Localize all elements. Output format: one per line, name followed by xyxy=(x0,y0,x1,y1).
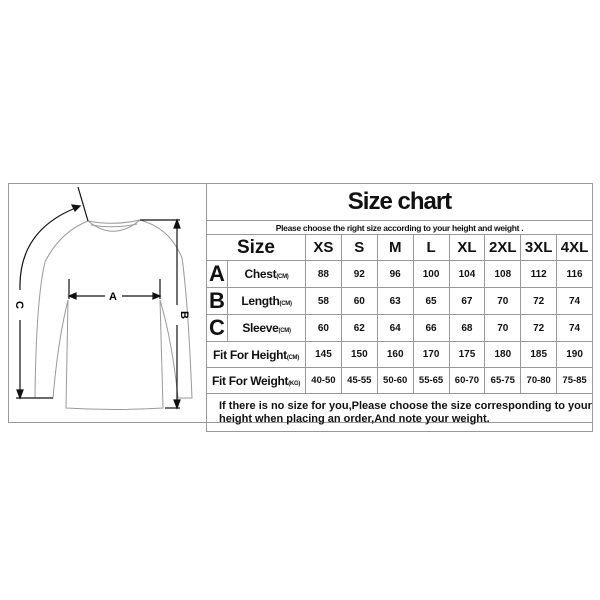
table-cell: 72 xyxy=(520,314,558,342)
row-letter: A xyxy=(206,260,228,288)
table-cell: 72 xyxy=(520,287,558,315)
row-unit: (CM) xyxy=(276,274,289,280)
table-row: C Sleeve(CM) 60 62 64 66 68 70 72 74 xyxy=(206,314,593,342)
table-cell: 40-50 xyxy=(305,367,342,394)
table-cell: 60-70 xyxy=(448,367,486,394)
table-cell: 175 xyxy=(448,341,486,368)
table-row: Fit For Height(CM) 145 150 160 170 175 180 185 1… xyxy=(206,341,593,368)
table-cell: 185 xyxy=(520,341,558,368)
table-cell: 64 xyxy=(376,314,414,342)
shirt-outline xyxy=(34,219,193,410)
row-label-cell: Fit For Height(CM) xyxy=(206,341,306,368)
table-cell: 88 xyxy=(305,260,342,288)
size-table: Size chart Please choose the right size … xyxy=(206,183,593,432)
table-cell: 63 xyxy=(376,287,414,315)
row-label-cell: Length(CM) xyxy=(227,287,306,315)
size-header: XL xyxy=(448,234,486,261)
row-letter: B xyxy=(206,287,228,315)
dimension-label-b: B xyxy=(178,311,190,319)
table-cell: 100 xyxy=(412,260,450,288)
size-header: S xyxy=(340,234,378,261)
chart-subtitle: Please choose the right size according t… xyxy=(206,220,593,235)
table-cell: 74 xyxy=(556,314,593,342)
dimension-label-a: A xyxy=(109,291,117,303)
dimension-label-c: C xyxy=(13,301,25,309)
row-label: Fit For Weight xyxy=(211,373,289,388)
shirt-diagram: A B C xyxy=(13,186,193,410)
table-cell: 104 xyxy=(448,260,486,288)
size-header: M xyxy=(376,234,414,261)
size-header-row: Size XS S M L XL 2XL 3XL 4XL xyxy=(206,234,593,261)
size-header: 2XL xyxy=(484,234,522,261)
row-label: Length xyxy=(241,294,280,308)
row-label: Fit For Height xyxy=(213,347,287,362)
size-header: 3XL xyxy=(520,234,558,261)
row-unit: (KG) xyxy=(288,380,301,387)
table-cell: 62 xyxy=(340,314,378,342)
table-cell: 74 xyxy=(556,287,593,315)
row-label-cell: Fit For Weight(KG) xyxy=(206,367,306,394)
row-unit: (CM) xyxy=(279,301,292,307)
chart-title: Size chart xyxy=(206,183,593,221)
table-cell: 70 xyxy=(484,287,522,315)
size-header-label: Size xyxy=(206,234,306,261)
table-cell: 160 xyxy=(376,341,414,368)
table-cell: 92 xyxy=(340,260,378,288)
table-cell: 50-60 xyxy=(376,367,414,394)
table-cell: 96 xyxy=(376,260,414,288)
table-cell: 70 xyxy=(484,314,522,342)
row-letter: C xyxy=(206,314,228,342)
size-header: 4XL xyxy=(556,234,593,261)
table-row: B Length(CM) 58 60 63 65 67 70 72 74 xyxy=(206,287,593,315)
row-label-cell: Chest(CM) xyxy=(227,260,306,288)
table-cell: 60 xyxy=(340,287,378,315)
table-cell: 180 xyxy=(484,341,522,368)
size-header: XS xyxy=(305,234,342,261)
table-cell: 108 xyxy=(484,260,522,288)
table-cell: 150 xyxy=(340,341,378,368)
table-cell: 70-80 xyxy=(520,367,558,394)
size-note: If there is no size for you,Please choos… xyxy=(206,393,593,432)
table-row: Fit For Weight(KG) 40-50 45-55 50-60 55-65 60… xyxy=(206,367,593,394)
table-row: A Chest(CM) 88 92 96 100 104 108 112 116 xyxy=(206,260,593,288)
table-cell: 66 xyxy=(412,314,450,342)
table-cell: 65-75 xyxy=(484,367,522,394)
table-cell: 68 xyxy=(448,314,486,342)
table-cell: 116 xyxy=(556,260,593,288)
table-cell: 55-65 xyxy=(412,367,450,394)
table-cell: 60 xyxy=(305,314,342,342)
table-cell: 170 xyxy=(412,341,450,368)
row-unit: (CM) xyxy=(286,354,299,361)
table-cell: 67 xyxy=(448,287,486,315)
size-header: L xyxy=(412,234,450,261)
row-label-cell: Sleeve(CM) xyxy=(227,314,306,342)
table-cell: 190 xyxy=(556,341,593,368)
table-cell: 75-85 xyxy=(556,367,593,394)
table-cell: 145 xyxy=(305,341,342,368)
row-label: Sleeve xyxy=(242,321,279,335)
table-cell: 112 xyxy=(520,260,558,288)
table-cell: 58 xyxy=(305,287,342,315)
table-cell: 45-55 xyxy=(340,367,378,394)
table-cell: 65 xyxy=(412,287,450,315)
row-label: Chest xyxy=(244,267,277,281)
row-unit: (CM) xyxy=(278,328,291,334)
